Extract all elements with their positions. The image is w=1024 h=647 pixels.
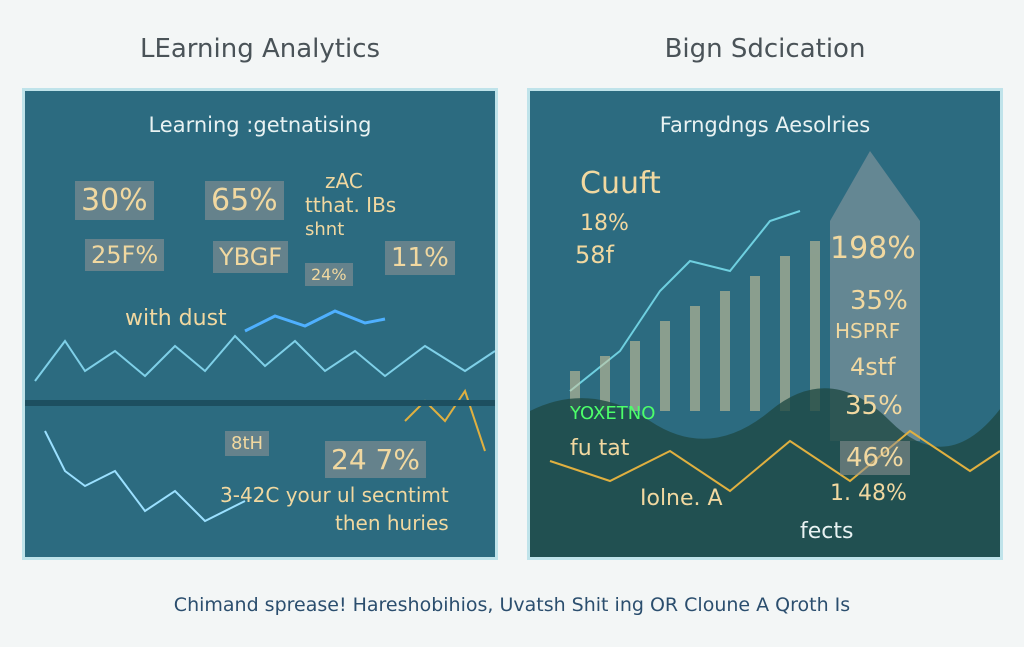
decoration xyxy=(530,151,1000,557)
panel-label: zAC xyxy=(325,169,363,193)
footer-caption: Chimand sprease! Hareshobihios, Uvatsh S… xyxy=(173,594,851,616)
panel-header: Bign Sdcication xyxy=(664,34,866,64)
panel-label: 35% xyxy=(850,286,908,316)
panel-label: fects xyxy=(800,519,854,544)
panel-label: 65% xyxy=(205,181,284,220)
right-panel: Farngdngs Aesolries Cuuft 18% 58f 198% 35% HS… xyxy=(527,88,1003,560)
panel-header: LEarning Analytics xyxy=(139,34,381,64)
panel-label: 18% xyxy=(580,211,629,236)
panel-label: YBGF xyxy=(213,241,289,273)
left-panel: Learning :getnatising 30% 65% 25F% YBGF zAC t… xyxy=(22,88,498,560)
panel-title: Farngdngs Aesolries xyxy=(659,113,871,137)
panel-label: then huries xyxy=(335,511,449,535)
panel-label: Cuuft xyxy=(580,166,661,201)
panel-label: 46% xyxy=(840,441,910,475)
panel-title: Learning :getnatising xyxy=(148,113,372,137)
panel-label: HSPRF xyxy=(835,319,901,343)
panel-label: 35% xyxy=(845,391,903,421)
panel-label: 3-42C your ul secntimt xyxy=(220,483,449,507)
panel-label: 24 7% xyxy=(325,441,426,478)
panel-label: 11% xyxy=(385,241,455,275)
panel-label: 4stf xyxy=(850,353,896,381)
panel-label: tthat. IBs xyxy=(305,193,397,217)
panel-label: 30% xyxy=(75,181,154,220)
panel-label: 8tH xyxy=(225,431,270,456)
panel-label: 1. 48% xyxy=(830,481,907,506)
panel-label: shnt xyxy=(305,219,345,240)
decoration xyxy=(25,309,495,523)
panel-label: with dust xyxy=(125,306,227,331)
panel-label: fu tat xyxy=(570,436,630,461)
panel-label: YOXETNO xyxy=(570,403,656,424)
panel-label: 198% xyxy=(830,231,916,266)
panel-label: Iolne. A xyxy=(640,486,723,511)
panel-label: 25F% xyxy=(85,239,165,271)
panel-label: 24% xyxy=(305,263,353,286)
panel-label: 58f xyxy=(575,241,614,269)
